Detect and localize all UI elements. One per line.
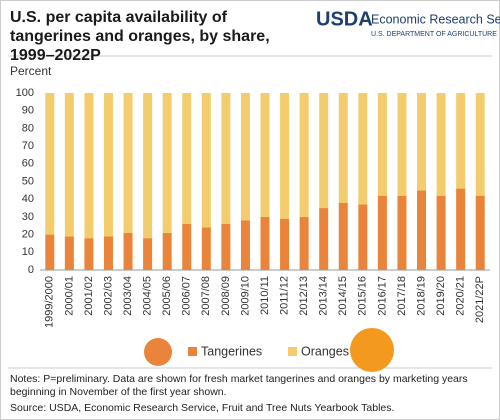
- bar-segment: [182, 223, 192, 270]
- y-tick-label: 70: [22, 140, 34, 152]
- y-tick-label: 60: [22, 158, 34, 170]
- y-tick-label: 20: [22, 229, 34, 241]
- bar-segment: [84, 238, 94, 270]
- source: Source: USDA, Economic Research Service,…: [10, 402, 395, 414]
- bar-segment: [201, 227, 211, 270]
- bar-segment: [475, 93, 485, 196]
- bar-segment: [182, 93, 192, 224]
- orange-icon: [350, 328, 394, 372]
- bar-segment: [221, 223, 231, 270]
- bar-segment: [64, 236, 74, 270]
- bar-segment: [123, 232, 133, 270]
- y-tick-label: 100: [16, 87, 34, 99]
- chart-title: U.S. per capita availability of tangerin…: [10, 9, 270, 64]
- x-tick-label: 2020/21: [455, 276, 467, 316]
- x-tick-label: 2018/19: [415, 276, 427, 316]
- x-tick-label: 2005/06: [161, 276, 173, 316]
- y-tick-label: 80: [22, 122, 34, 134]
- bar-segment: [436, 93, 446, 196]
- bar-segment: [201, 93, 211, 228]
- y-tick-label: 40: [22, 193, 34, 205]
- x-tick-label: 2002/03: [102, 276, 114, 316]
- y-tick-label: 0: [28, 264, 34, 276]
- logo-mark: USDA: [316, 8, 373, 30]
- bar-segment: [103, 93, 113, 237]
- bar-segment: [358, 204, 368, 270]
- bar-segment: [475, 195, 485, 270]
- tangerine-icon: [144, 338, 172, 366]
- x-tick-label: 1999/2000: [44, 276, 56, 328]
- bar-segment: [417, 190, 427, 270]
- bar-segment: [143, 93, 153, 239]
- bar-segment: [456, 93, 466, 189]
- y-axis-label: Percent: [10, 64, 52, 78]
- bar-segment: [358, 93, 368, 205]
- bar-segment: [240, 220, 250, 270]
- bar-segment: [260, 216, 270, 270]
- x-tick-label: 2006/07: [181, 276, 193, 316]
- bar-segment: [123, 93, 133, 233]
- bar-segment: [319, 93, 329, 209]
- bar-segment: [162, 232, 172, 270]
- bar-segment: [260, 93, 270, 217]
- logo-department: U.S. DEPARTMENT OF AGRICULTURE: [371, 31, 497, 38]
- x-tick-label: 2019/20: [435, 276, 447, 316]
- x-tick-label: 2008/09: [220, 276, 232, 316]
- bar-segment: [240, 93, 250, 221]
- x-tick-label: 2007/08: [200, 276, 212, 316]
- bar-segment: [377, 93, 387, 196]
- x-tick-label: 2011/12: [278, 276, 290, 315]
- x-tick-label: 2004/05: [142, 276, 154, 316]
- legend-swatch: [288, 347, 297, 356]
- bar-segment: [280, 218, 290, 270]
- bar-segment: [45, 234, 55, 270]
- bar-segment: [397, 93, 407, 196]
- legend-swatch: [188, 347, 197, 356]
- bar-segment: [221, 93, 231, 224]
- bar-segment: [456, 188, 466, 270]
- y-tick-label: 10: [22, 246, 34, 258]
- bar-segment: [436, 195, 446, 270]
- x-tick-label: 2021/22P: [474, 276, 486, 323]
- bar-segment: [397, 195, 407, 270]
- bar-segment: [84, 93, 94, 239]
- x-tick-label: 2015/16: [357, 276, 369, 316]
- bar-segment: [377, 195, 387, 270]
- bar-segment: [103, 236, 113, 270]
- notes: Notes: P=preliminary. Data are shown for…: [10, 373, 468, 398]
- y-tick-label: 30: [22, 211, 34, 223]
- bar-segment: [319, 208, 329, 270]
- bar-segment: [299, 216, 309, 270]
- x-tick-label: 2010/11: [259, 276, 271, 315]
- bar-segment: [45, 93, 55, 235]
- bar-segment: [338, 93, 348, 203]
- x-tick-label: 2003/04: [122, 276, 134, 316]
- x-tick-label: 2012/13: [298, 276, 310, 316]
- x-tick-label: 2014/15: [337, 276, 349, 316]
- bar-segment: [338, 202, 348, 270]
- y-tick-label: 90: [22, 105, 34, 117]
- bar-segment: [162, 93, 172, 233]
- legend-label: Tangerines: [201, 344, 262, 358]
- bar-segment: [143, 238, 153, 270]
- y-tick-label: 50: [22, 175, 34, 187]
- bar-segment: [280, 93, 290, 219]
- logo-agency: Economic Research Service: [371, 12, 500, 26]
- bar-segment: [417, 93, 427, 191]
- bar-segment: [64, 93, 74, 237]
- x-tick-label: 2013/14: [318, 276, 330, 316]
- bar-segment: [299, 93, 309, 217]
- x-tick-label: 2009/10: [239, 276, 251, 316]
- x-tick-label: 2016/17: [376, 276, 388, 316]
- x-tick-label: 2017/18: [396, 276, 408, 316]
- x-tick-label: 2001/02: [83, 276, 95, 316]
- x-tick-label: 2000/01: [63, 276, 75, 316]
- legend-label: Oranges: [301, 344, 349, 358]
